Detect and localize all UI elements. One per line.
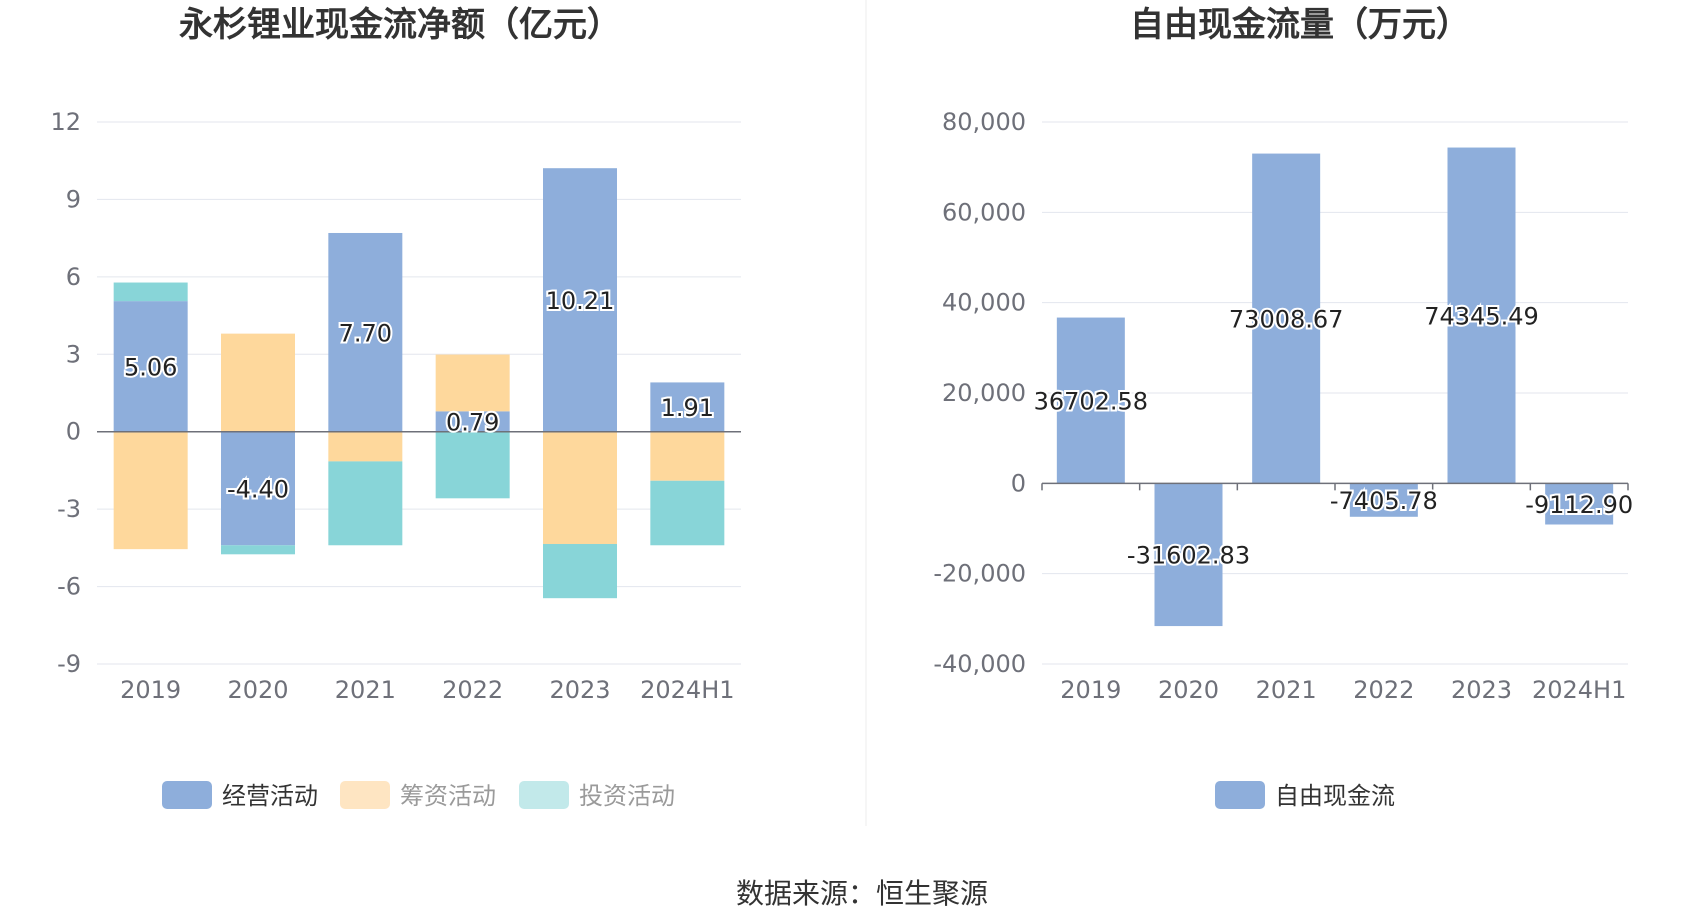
legend-label[interactable]: 经营活动 (222, 782, 318, 810)
x-tick-label: 2019 (1060, 676, 1121, 704)
legend-label[interactable]: 自由现金流 (1275, 782, 1395, 810)
bar-2-2024H1 (650, 431, 725, 481)
bar-2-2021 (328, 431, 403, 462)
y-tick-label: -40,000 (933, 650, 1026, 678)
x-tick-label: 2020 (1158, 676, 1219, 704)
right-y-axis: 80,000 60,000 40,000 20,000 0 -20,000 -40,000 (933, 108, 1026, 678)
bar-1-2021 (1252, 153, 1321, 484)
y-tick-label: 60,000 (942, 198, 1026, 226)
bar-3-2019 (113, 282, 188, 302)
bar-1-2022 (435, 411, 510, 432)
bar-1-2022 (1349, 483, 1418, 517)
x-tick-label: 2023 (549, 676, 610, 704)
data-label: -31602.83 (1127, 542, 1250, 570)
legend-label[interactable]: 投资活动 (579, 782, 675, 810)
y-tick-label: 3 (66, 340, 81, 368)
x-tick-label: 2024H1 (640, 676, 734, 704)
x-tick-label: 2024H1 (1532, 676, 1626, 704)
bar-2-2019 (113, 431, 188, 550)
right-zero-axis (1041, 482, 1629, 491)
data-label: -9112.90 (1525, 491, 1633, 519)
bar-2-2022 (435, 354, 510, 412)
bar-2-2020 (221, 333, 295, 432)
data-label: 5.06 (124, 353, 177, 381)
y-tick-label: -6 (57, 573, 81, 601)
bar-1-2020 (221, 431, 295, 546)
y-tick-label: 0 (1011, 469, 1026, 497)
bar-1-2019 (1056, 317, 1125, 484)
bar-1-2023 (1447, 147, 1516, 484)
y-tick-label: -3 (57, 495, 81, 523)
data-label: 1.91 (661, 394, 714, 422)
data-label: 36702.58 (1034, 387, 1149, 415)
bar-1-2024H1 (1545, 483, 1614, 525)
bar-3-2022 (435, 431, 510, 499)
x-tick-label: 2023 (1451, 676, 1512, 704)
data-label: 73008.67 (1229, 305, 1344, 333)
right-bars (1056, 147, 1614, 627)
data-source: 数据来源：恒生聚源 (736, 877, 988, 910)
y-tick-label: 40,000 (942, 289, 1026, 317)
legend-swatch[interactable] (1215, 781, 1265, 809)
bar-3-2021 (328, 461, 403, 546)
right-gridlines (1042, 121, 1628, 665)
left-bars (113, 168, 725, 599)
legend-swatch[interactable] (519, 781, 569, 809)
right-x-axis: 2019 2020 2021 2022 2023 2024H1 (1060, 676, 1626, 704)
data-label: 74345.49 (1424, 302, 1539, 330)
right-legend: 自由现金流 (1215, 781, 1395, 810)
y-tick-label: 9 (66, 185, 81, 213)
x-tick-label: 2022 (1353, 676, 1414, 704)
x-tick-label: 2022 (442, 676, 503, 704)
left-gridlines (97, 121, 741, 665)
right-chart-title: 自由现金流量（万元） (1130, 5, 1470, 45)
left-data-labels: 5.06 -4.40 7.70 0.79 10.21 1.91 (122, 285, 716, 506)
x-tick-label: 2021 (1256, 676, 1317, 704)
bar-3-2020 (221, 545, 295, 555)
data-label: -4.40 (227, 475, 289, 503)
left-x-axis: 2019 2020 2021 2022 2023 2024H1 (120, 676, 734, 704)
y-tick-label: 6 (66, 263, 81, 291)
legend-label[interactable]: 筹资活动 (400, 782, 496, 810)
bar-1-2023 (543, 168, 617, 432)
left-legend: 经营活动 筹资活动 投资活动 (162, 781, 675, 810)
left-y-axis: 12 9 6 3 0 -3 -6 -9 (50, 108, 81, 678)
right-data-labels: 36702.58 -31602.83 73008.67 -7405.78 74345.4… (1032, 300, 1636, 571)
x-tick-label: 2021 (335, 676, 396, 704)
bar-1-2019 (113, 301, 188, 432)
bar-1-2024H1 (650, 382, 725, 432)
data-label: 0.79 (446, 409, 499, 437)
y-tick-label: -20,000 (933, 560, 1026, 588)
left-chart-title: 永杉锂业现金流净额（亿元） (179, 5, 621, 45)
y-tick-label: 80,000 (942, 108, 1026, 136)
y-tick-label: 12 (50, 108, 81, 136)
bar-3-2023 (543, 543, 617, 599)
legend-swatch[interactable] (162, 781, 212, 809)
free-cash-flow-chart: 自由现金流量（万元） 80,000 60,000 40,000 20,000 0 -20,… (933, 5, 1636, 810)
bar-2-2023 (543, 431, 617, 544)
bar-1-2020 (1154, 483, 1223, 627)
x-tick-label: 2020 (227, 676, 288, 704)
data-label: 10.21 (546, 287, 615, 315)
bar-1-2021 (328, 232, 403, 432)
bar-3-2024H1 (650, 480, 725, 546)
x-tick-label: 2019 (120, 676, 181, 704)
data-label: -7405.78 (1330, 487, 1438, 515)
y-tick-label: 0 (66, 418, 81, 446)
y-tick-label: 20,000 (942, 379, 1026, 407)
data-label: 7.70 (339, 319, 392, 347)
y-tick-label: -9 (57, 650, 81, 678)
legend-swatch[interactable] (340, 781, 390, 809)
